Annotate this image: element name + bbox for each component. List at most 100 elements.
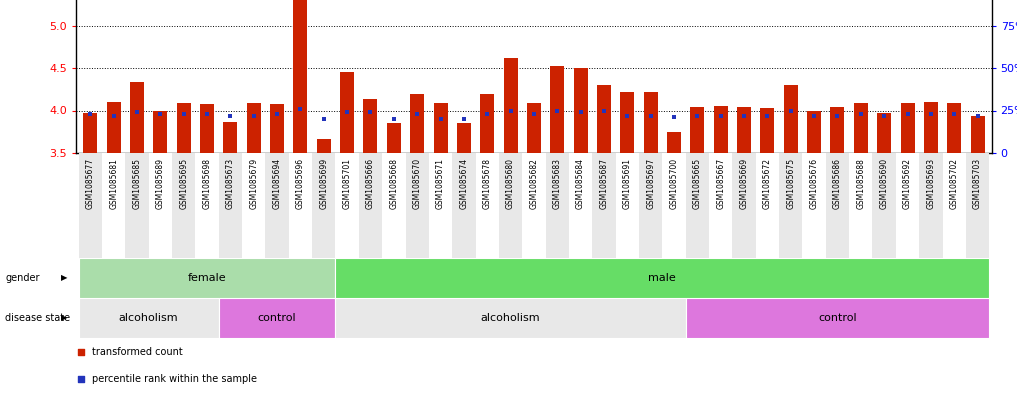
Text: GSM1085700: GSM1085700 <box>669 158 678 209</box>
Text: gender: gender <box>5 273 40 283</box>
Bar <box>802 153 826 258</box>
Bar <box>784 85 797 153</box>
Point <box>385 116 402 122</box>
Point <box>899 111 915 117</box>
Point <box>829 112 845 119</box>
Text: GSM1085671: GSM1085671 <box>436 158 445 209</box>
Bar <box>125 153 148 258</box>
Bar <box>499 153 523 258</box>
Bar <box>896 153 919 258</box>
Text: GSM1085690: GSM1085690 <box>880 158 889 209</box>
Text: GSM1085689: GSM1085689 <box>156 158 165 209</box>
Bar <box>340 72 354 153</box>
Bar <box>943 153 966 258</box>
Bar <box>177 103 190 153</box>
Point <box>922 111 939 117</box>
Text: GSM1085691: GSM1085691 <box>622 158 632 209</box>
Text: GSM1085698: GSM1085698 <box>202 158 212 209</box>
Point <box>129 109 145 115</box>
Text: GSM1085699: GSM1085699 <box>319 158 328 209</box>
Text: GSM1085672: GSM1085672 <box>763 158 772 209</box>
Bar <box>873 153 896 258</box>
Text: female: female <box>188 273 227 283</box>
Bar <box>359 153 382 258</box>
Bar <box>592 153 615 258</box>
Point <box>479 111 495 117</box>
Bar <box>457 123 471 153</box>
Text: GSM1085695: GSM1085695 <box>179 158 188 209</box>
Bar <box>195 153 219 258</box>
Point <box>199 111 216 117</box>
Bar <box>826 153 849 258</box>
Bar <box>271 104 284 153</box>
Point <box>969 112 985 119</box>
Point <box>736 112 753 119</box>
Bar <box>433 103 447 153</box>
Text: GSM1085677: GSM1085677 <box>85 158 95 209</box>
Point <box>82 111 99 117</box>
Bar <box>849 153 873 258</box>
Bar <box>476 153 499 258</box>
Point <box>245 112 261 119</box>
Text: percentile rank within the sample: percentile rank within the sample <box>93 374 257 384</box>
Bar <box>737 107 752 153</box>
Point <box>72 349 89 355</box>
Text: ▶: ▶ <box>61 274 67 283</box>
Bar <box>761 108 774 153</box>
Point <box>713 112 729 119</box>
Point <box>432 116 448 122</box>
Bar <box>78 153 102 258</box>
Point <box>783 107 799 114</box>
Bar <box>709 153 732 258</box>
Point <box>643 112 659 119</box>
Bar <box>294 0 307 153</box>
Bar <box>900 103 914 153</box>
Bar <box>550 66 564 153</box>
Point <box>409 111 425 117</box>
Text: GSM1085665: GSM1085665 <box>693 158 702 209</box>
Text: GSM1085696: GSM1085696 <box>296 158 305 209</box>
Text: GSM1085666: GSM1085666 <box>366 158 375 209</box>
Bar <box>265 153 289 258</box>
Bar <box>685 298 990 338</box>
Point <box>806 112 823 119</box>
Text: GSM1085681: GSM1085681 <box>109 158 118 209</box>
Bar <box>336 258 990 298</box>
Bar <box>877 113 891 153</box>
Text: disease state: disease state <box>5 313 70 323</box>
Text: GSM1085669: GSM1085669 <box>739 158 749 209</box>
Text: GSM1085703: GSM1085703 <box>973 158 982 209</box>
Point <box>456 116 472 122</box>
Bar <box>148 153 172 258</box>
Point <box>153 111 169 117</box>
Text: GSM1085697: GSM1085697 <box>646 158 655 209</box>
Text: GSM1085694: GSM1085694 <box>273 158 282 209</box>
Bar <box>569 153 592 258</box>
Text: GSM1085679: GSM1085679 <box>249 158 258 209</box>
Point <box>666 114 682 120</box>
Bar <box>336 153 359 258</box>
Text: alcoholism: alcoholism <box>119 313 178 323</box>
Text: GSM1085682: GSM1085682 <box>530 158 538 209</box>
Bar <box>224 121 237 153</box>
Text: control: control <box>257 313 296 323</box>
Bar <box>966 153 990 258</box>
Point <box>549 107 565 114</box>
Bar <box>200 104 214 153</box>
Point <box>315 116 332 122</box>
Text: GSM1085675: GSM1085675 <box>786 158 795 209</box>
Point <box>502 107 519 114</box>
Bar <box>130 83 144 153</box>
Text: GSM1085685: GSM1085685 <box>132 158 141 209</box>
Bar <box>363 99 377 153</box>
Point <box>223 112 239 119</box>
Text: GSM1085670: GSM1085670 <box>413 158 422 209</box>
Bar <box>107 102 121 153</box>
Bar <box>102 153 125 258</box>
Bar <box>527 103 541 153</box>
Text: GSM1085667: GSM1085667 <box>716 158 725 209</box>
Text: alcoholism: alcoholism <box>481 313 540 323</box>
Bar <box>639 153 662 258</box>
Text: GSM1085692: GSM1085692 <box>903 158 912 209</box>
Text: ▶: ▶ <box>61 314 67 323</box>
